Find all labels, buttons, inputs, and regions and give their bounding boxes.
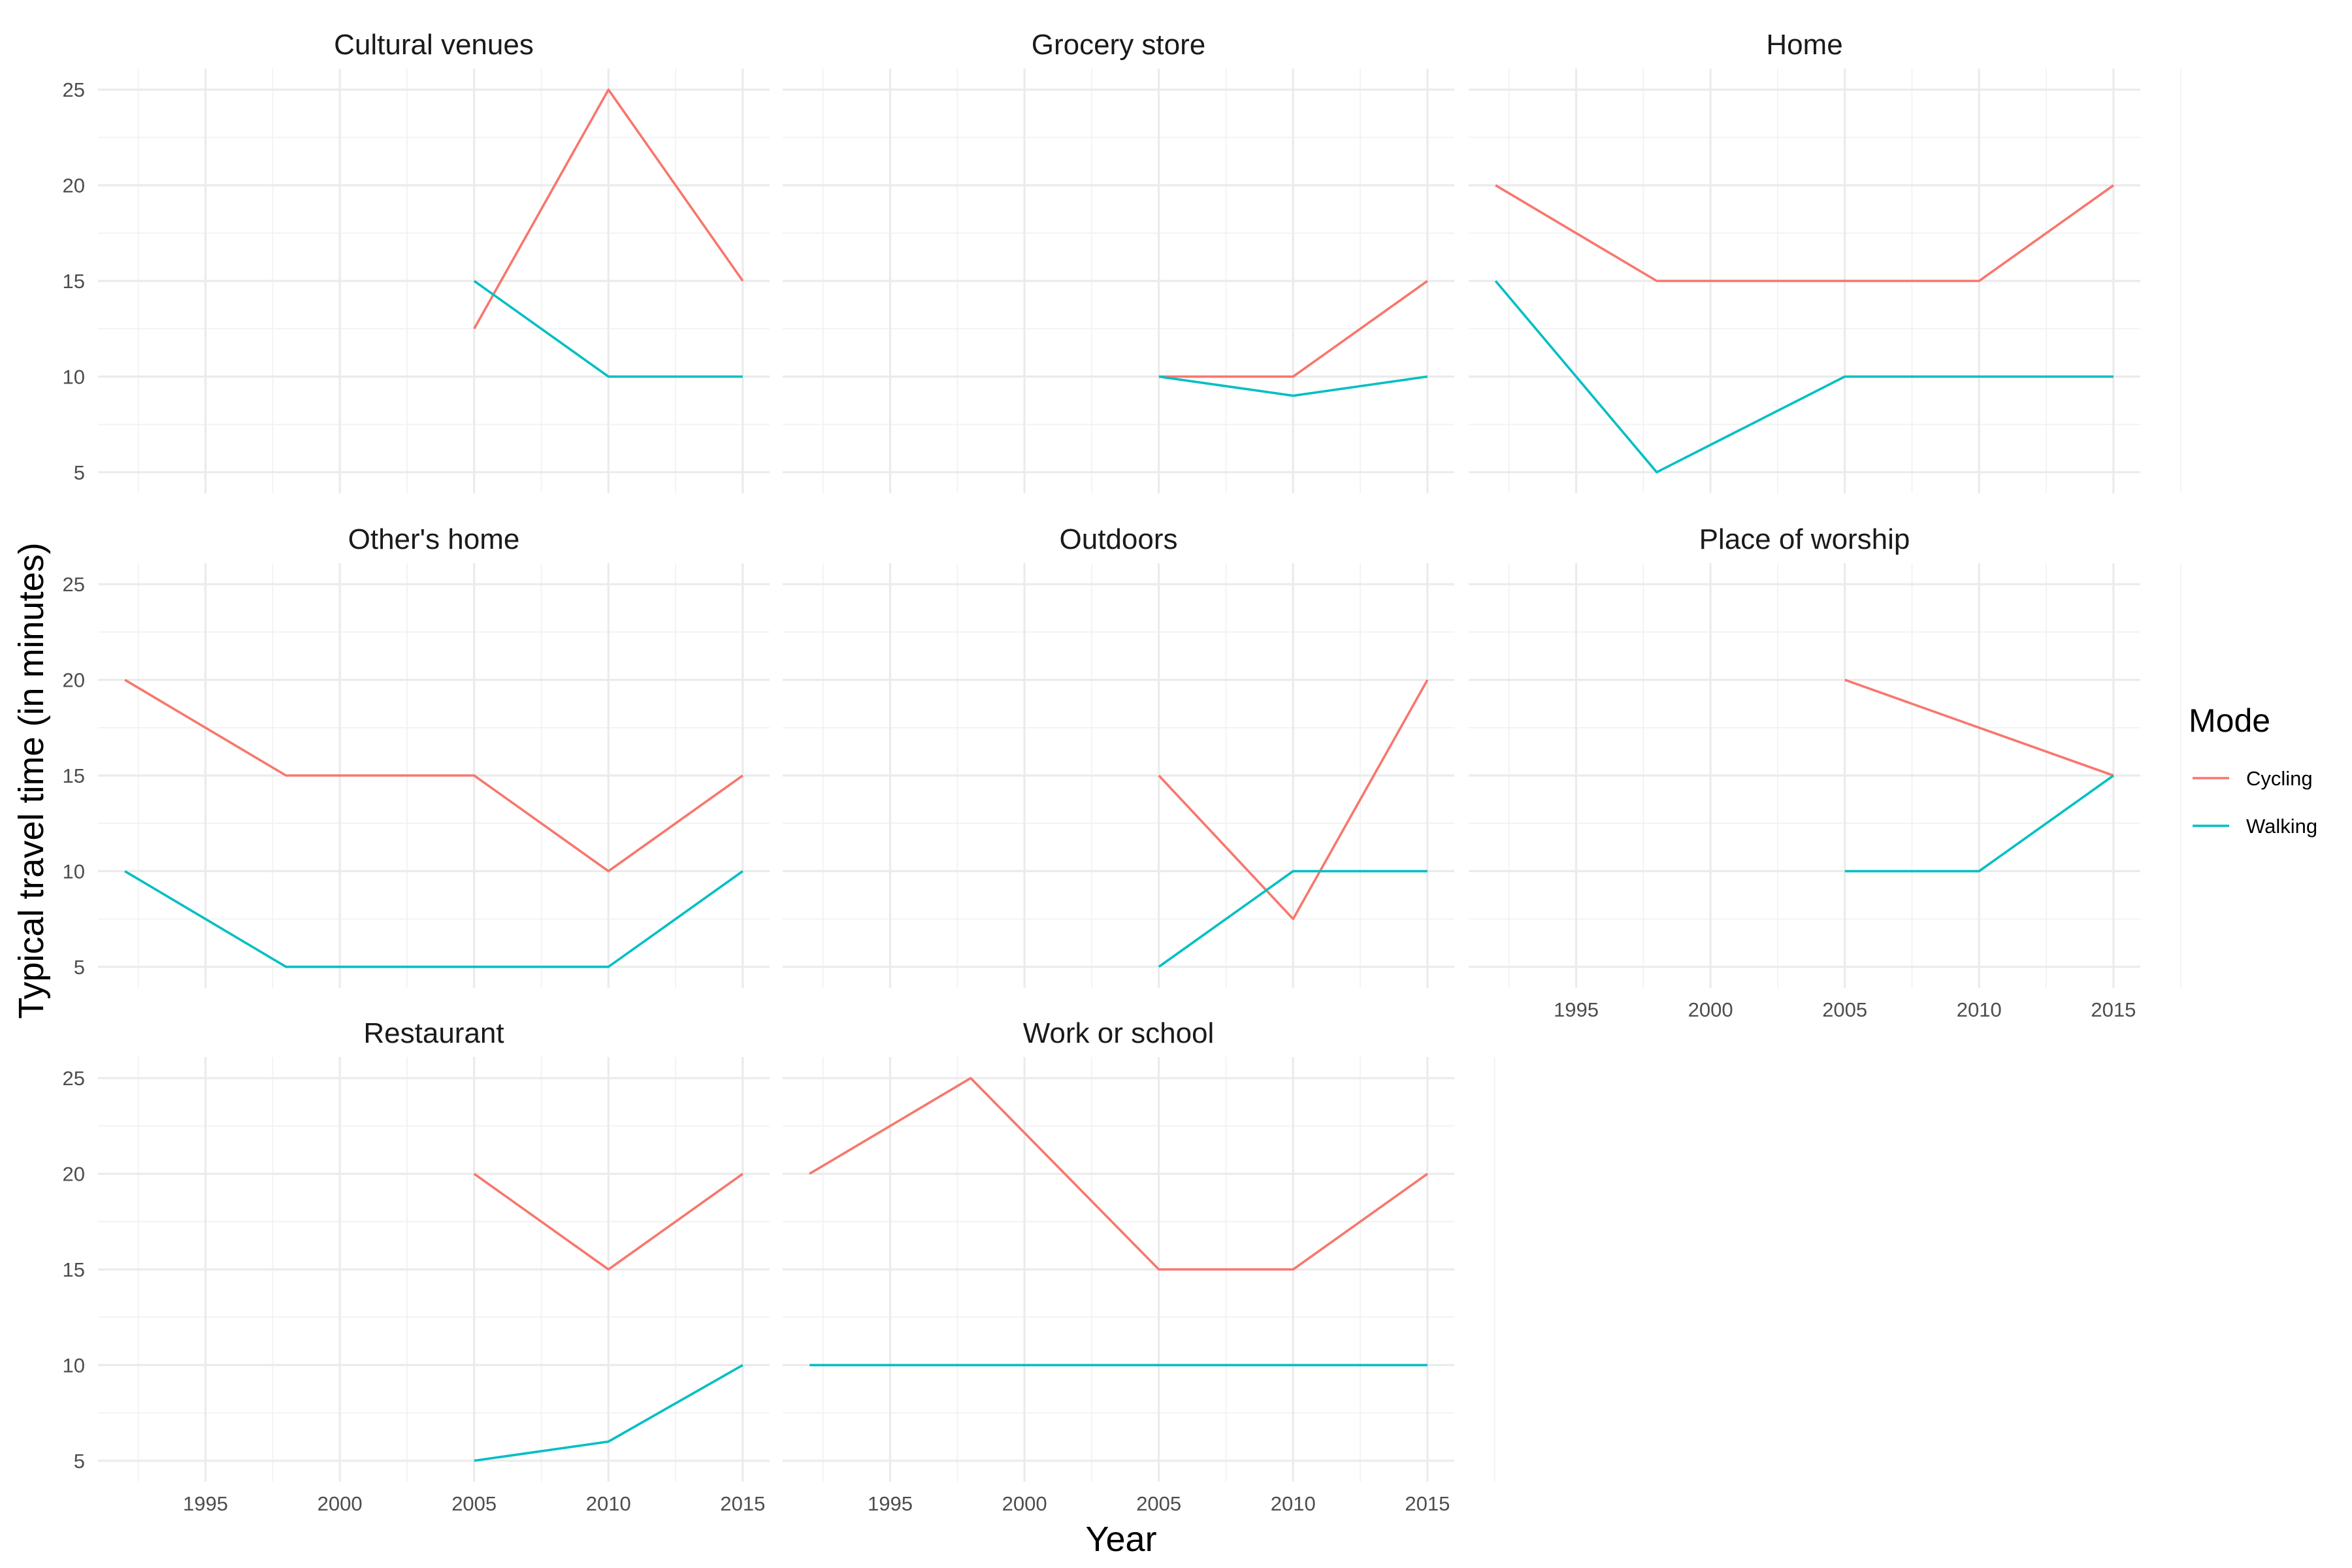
panel-outdoors: Outdoors <box>783 523 1495 988</box>
y-tick-label: 25 <box>63 78 85 101</box>
legend-label-cycling: Cycling <box>2246 767 2313 790</box>
x-axis-title: Year <box>1085 1520 1156 1559</box>
panel-grocery-store: Grocery store <box>783 29 1495 493</box>
y-tick-label: 25 <box>63 1067 85 1090</box>
x-tick-label: 1995 <box>868 1492 913 1515</box>
line-walking-outdoors <box>1158 870 1428 968</box>
y-tick-label: 5 <box>74 956 85 979</box>
y-axis-title: Typical travel time (in minutes) <box>12 542 51 1019</box>
legend-title: Mode <box>2189 702 2270 739</box>
x-tick-label: 2015 <box>1405 1492 1450 1515</box>
y-tick-label: 10 <box>63 365 85 388</box>
line-cycling-grocery-store <box>1158 280 1428 378</box>
panel-place-of-worship: Place of worship 1995 2000 2005 2010 2015 <box>1469 523 2181 1021</box>
facet-title-outdoors: Outdoors <box>1060 523 1178 555</box>
y-tick-label: 10 <box>63 860 85 883</box>
legend-label-walking: Walking <box>2246 815 2317 838</box>
x-tick-label: 1995 <box>183 1492 228 1515</box>
facet-panels: Cultural venues 5 10 15 20 25 Grocery store Hom… <box>63 29 2181 1515</box>
y-tick-label: 10 <box>63 1354 85 1377</box>
facet-title-cultural-venues: Cultural venues <box>334 29 534 61</box>
x-tick-label: 1995 <box>1554 998 1599 1021</box>
legend: Mode Cycling Walking <box>2189 702 2317 838</box>
x-tick-label: 2015 <box>2091 998 2136 1021</box>
panel-other-s-home: Other's home 5 10 15 20 25 <box>63 523 811 988</box>
y-tick-label: 5 <box>74 1450 85 1473</box>
line-cycling-outdoors <box>1158 679 1429 921</box>
y-tick-label: 5 <box>74 461 85 484</box>
y-tick-label: 15 <box>63 1258 85 1281</box>
line-walking-other-s-home <box>124 870 743 968</box>
facet-title-home: Home <box>1766 29 1842 61</box>
x-tick-label: 2010 <box>1957 998 2002 1021</box>
y-tick-label: 15 <box>63 270 85 293</box>
x-tick-label: 2000 <box>318 1492 363 1515</box>
y-tick-label: 25 <box>63 573 85 596</box>
line-cycling-work-or-school <box>809 1077 1428 1271</box>
line-walking-place-of-worship <box>1844 774 2114 873</box>
panel-cultural-venues: Cultural venues 5 10 15 20 25 <box>63 29 811 493</box>
x-tick-label: 2005 <box>1822 998 1867 1021</box>
x-tick-label: 2015 <box>720 1492 765 1515</box>
line-cycling-cultural-venues <box>473 88 744 330</box>
line-walking-home <box>1494 280 2114 474</box>
facet-title-grocery-store: Grocery store <box>1032 29 1206 61</box>
line-walking-cultural-venues <box>473 280 743 378</box>
line-cycling-restaurant <box>473 1173 743 1271</box>
y-tick-label: 20 <box>63 174 85 197</box>
facet-title-other-s-home: Other's home <box>348 523 520 555</box>
x-tick-label: 2005 <box>1136 1492 1181 1515</box>
x-tick-label: 2010 <box>1271 1492 1316 1515</box>
panel-restaurant: Restaurant 5 10 15 20 25 1995 2000 2005 2010 2015 <box>63 1017 811 1515</box>
x-tick-label: 2000 <box>1002 1492 1047 1515</box>
facet-title-place-of-worship: Place of worship <box>1699 523 1910 555</box>
y-tick-label: 20 <box>63 1163 85 1186</box>
line-cycling-place-of-worship <box>1844 678 2114 777</box>
line-cycling-other-s-home <box>124 679 743 873</box>
x-tick-label: 2010 <box>586 1492 631 1515</box>
line-cycling-home <box>1495 184 2114 282</box>
line-walking-grocery-store <box>1158 375 1428 397</box>
panel-work-or-school: Work or school 1995 2000 2005 2010 2015 <box>783 1017 1495 1515</box>
x-tick-label: 2000 <box>1688 998 1733 1021</box>
panel-home: Home <box>1469 29 2181 493</box>
y-tick-label: 20 <box>63 669 85 692</box>
line-walking-restaurant <box>474 1364 743 1462</box>
facet-title-work-or-school: Work or school <box>1023 1017 1215 1049</box>
x-tick-label: 2005 <box>451 1492 497 1515</box>
y-tick-label: 15 <box>63 764 85 787</box>
facet-title-restaurant: Restaurant <box>363 1017 504 1049</box>
